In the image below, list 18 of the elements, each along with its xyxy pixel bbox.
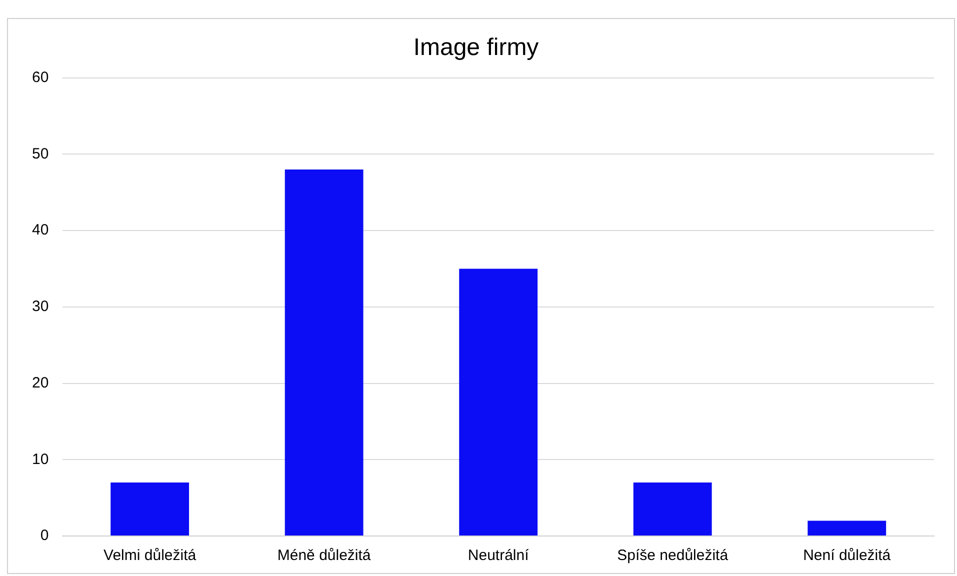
x-tick-label: Neutrální [468, 547, 530, 564]
y-tick-label: 30 [32, 298, 49, 316]
y-tick-label: 0 [40, 527, 49, 544]
x-tick-label: Není důležitá [803, 547, 892, 564]
x-tick-label: Spíše nedůležitá [617, 547, 729, 564]
y-tick-label: 10 [32, 450, 49, 468]
y-tick-label: 50 [32, 145, 49, 162]
bar [633, 482, 712, 536]
bar [459, 268, 538, 536]
y-tick-label: 20 [32, 374, 49, 392]
bar [808, 520, 886, 536]
bar [110, 482, 190, 536]
bar [284, 169, 364, 536]
x-tick-label: Méně důležitá [277, 547, 372, 564]
y-tick-label: 40 [32, 222, 49, 239]
x-tick-label: Velmi důležitá [104, 547, 197, 564]
chart-title: Image firmy [413, 34, 539, 62]
y-tick-label: 60 [32, 68, 49, 86]
